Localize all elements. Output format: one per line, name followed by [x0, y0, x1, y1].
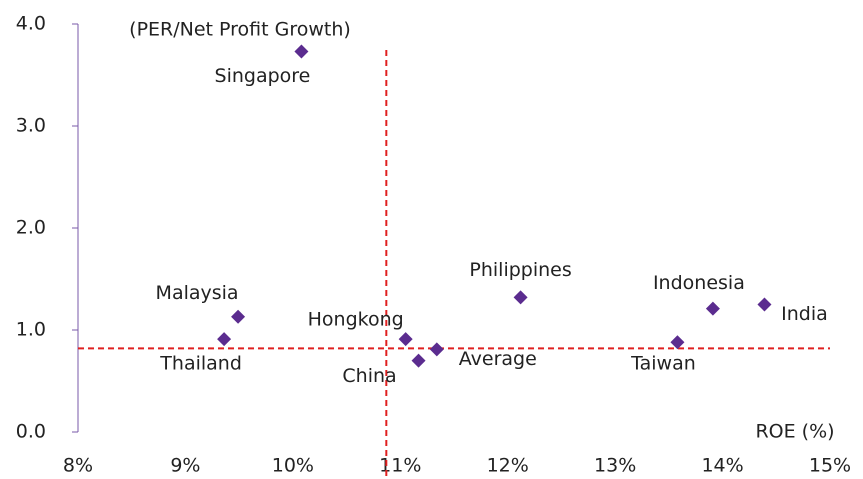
point — [670, 335, 685, 350]
point-label: Indonesia — [653, 272, 745, 294]
point-label: Thailand — [159, 353, 242, 375]
x-tick-label: 11% — [379, 455, 421, 477]
point — [429, 342, 444, 357]
y-axis-label: (PER/Net Profit Growth) — [129, 19, 351, 41]
x-tick-label: 14% — [701, 455, 743, 477]
y-tick-label: 0.0 — [16, 421, 46, 443]
y-tick-label: 2.0 — [16, 217, 46, 239]
y-tick-label: 4.0 — [16, 13, 46, 35]
point-label: Philippines — [469, 259, 571, 281]
x-tick-label: 8% — [63, 455, 93, 477]
x-tick-label: 15% — [809, 455, 851, 477]
x-tick-label: 9% — [170, 455, 200, 477]
point — [513, 290, 528, 305]
point-label: Malaysia — [156, 282, 239, 304]
x-tick-label: 12% — [487, 455, 529, 477]
point-label: Hongkong — [308, 309, 404, 331]
point-label: Average — [459, 348, 537, 370]
x-tick-label: 13% — [594, 455, 636, 477]
point-label: Taiwan — [630, 353, 696, 375]
y-tick-label: 1.0 — [16, 319, 46, 341]
point — [217, 332, 232, 347]
x-axis-label: ROE (%) — [755, 421, 834, 443]
point — [411, 353, 426, 368]
x-tick-label: 10% — [272, 455, 314, 477]
point-label: India — [781, 303, 828, 325]
point — [231, 309, 246, 324]
point — [705, 301, 720, 316]
point — [757, 297, 772, 312]
point — [294, 44, 309, 59]
y-tick-label: 3.0 — [16, 115, 46, 137]
point-label: China — [342, 365, 396, 387]
point-label: Singapore — [215, 65, 311, 87]
point — [398, 332, 413, 347]
